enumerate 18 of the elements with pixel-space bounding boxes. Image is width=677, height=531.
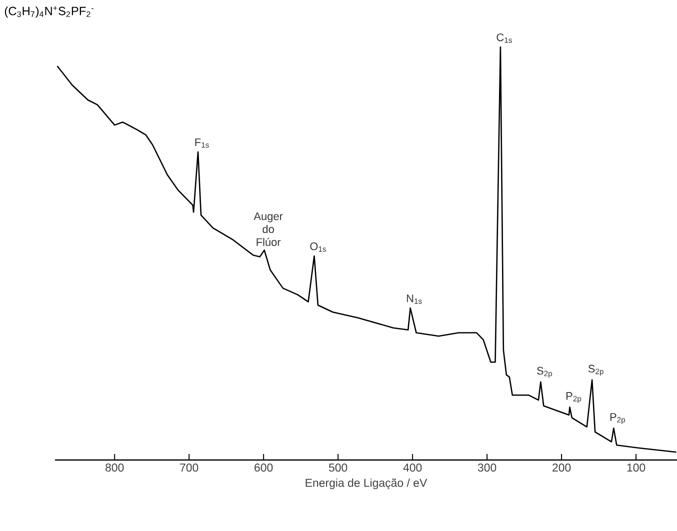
x-tick-label: 600 (254, 464, 273, 472)
x-tick-label: 400 (403, 464, 422, 472)
x-tick-label: 800 (106, 464, 124, 472)
x-tick-label: 100 (627, 464, 646, 472)
x-tick-label: 700 (180, 464, 198, 472)
annotation: P$_{2p}$ (566, 392, 582, 403)
x-tick-label: 500 (328, 464, 348, 472)
x-axis-title: Energia de Ligação / eV (306, 478, 428, 490)
annotation: P$_{2p}$ (610, 413, 626, 424)
annotation: O$_{1s}$ (310, 242, 326, 252)
annotation: S$_{2p}$ (537, 366, 552, 378)
annotation: F$_{1s}$ (195, 138, 209, 148)
annotation: C$_{1s}$ (496, 33, 512, 43)
x-tick-label: 300 (478, 464, 496, 472)
annotation: S$_{2p}$ (588, 364, 604, 376)
annotation: Auger do Flúor (254, 212, 283, 246)
x-tick-label: 200 (552, 464, 571, 472)
annotation: N$_{1s}$ (406, 294, 422, 304)
